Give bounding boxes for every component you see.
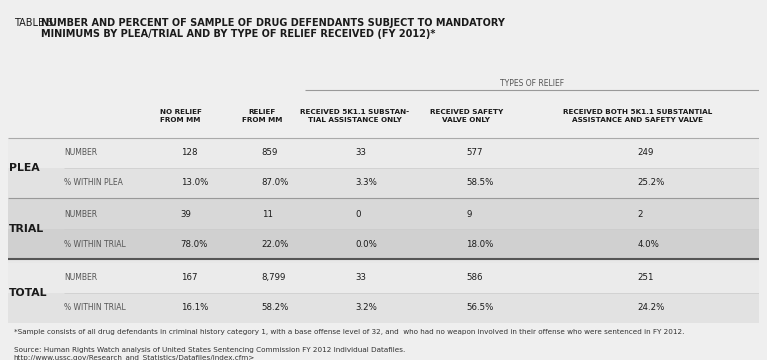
Text: 4.0%: 4.0% — [637, 240, 660, 249]
Text: NUMBER AND PERCENT OF SAMPLE OF DRUG DEFENDANTS SUBJECT TO MANDATORY
MINIMUMS BY: NUMBER AND PERCENT OF SAMPLE OF DRUG DEF… — [41, 18, 505, 39]
Text: 577: 577 — [466, 148, 482, 157]
Text: NUMBER: NUMBER — [64, 273, 97, 282]
Bar — [8, 199, 759, 229]
Text: NO RELIEF
FROM MM: NO RELIEF FROM MM — [160, 109, 202, 123]
Bar — [8, 263, 759, 293]
Text: 18.0%: 18.0% — [466, 240, 493, 249]
Bar — [8, 138, 759, 323]
Text: 3.3%: 3.3% — [355, 178, 377, 187]
Text: TOTAL: TOTAL — [9, 288, 48, 298]
Text: RECEIVED 5K1.1 SUBSTAN-
TIAL ASSISTANCE ONLY: RECEIVED 5K1.1 SUBSTAN- TIAL ASSISTANCE … — [301, 109, 410, 123]
Text: 249: 249 — [637, 148, 654, 157]
Text: % WITHIN TRIAL: % WITHIN TRIAL — [64, 240, 126, 249]
Text: 167: 167 — [180, 273, 197, 282]
Text: Source: Human Rights Watch analysis of United States Sentencing Commission FY 20: Source: Human Rights Watch analysis of U… — [14, 347, 405, 360]
Text: 251: 251 — [637, 273, 654, 282]
Text: 859: 859 — [262, 148, 278, 157]
Text: 0: 0 — [355, 210, 360, 219]
Text: RECEIVED BOTH 5K1.1 SUBSTANTIAL
ASSISTANCE AND SAFETY VALVE: RECEIVED BOTH 5K1.1 SUBSTANTIAL ASSISTAN… — [563, 109, 713, 123]
Text: 58.5%: 58.5% — [466, 178, 493, 187]
Text: 22.0%: 22.0% — [262, 240, 289, 249]
Bar — [8, 138, 759, 152]
Text: 58.2%: 58.2% — [262, 303, 289, 312]
Text: TYPES OF RELIEF: TYPES OF RELIEF — [500, 79, 564, 88]
Text: TRIAL: TRIAL — [9, 224, 44, 234]
Text: RELIEF
FROM MM: RELIEF FROM MM — [242, 109, 282, 123]
Text: 33: 33 — [355, 148, 366, 157]
Text: 16.1%: 16.1% — [180, 303, 208, 312]
Text: 13.0%: 13.0% — [180, 178, 208, 187]
Text: 25.2%: 25.2% — [637, 178, 665, 187]
Text: 87.0%: 87.0% — [262, 178, 289, 187]
Text: *Sample consists of all drug defendants in criminal history category 1, with a b: *Sample consists of all drug defendants … — [14, 329, 684, 335]
Text: 9: 9 — [466, 210, 472, 219]
Text: % WITHIN PLEA: % WITHIN PLEA — [64, 178, 123, 187]
Text: 3.2%: 3.2% — [355, 303, 377, 312]
Text: NUMBER: NUMBER — [64, 210, 97, 219]
Text: 33: 33 — [355, 273, 366, 282]
Text: 78.0%: 78.0% — [180, 240, 208, 249]
Text: 56.5%: 56.5% — [466, 303, 493, 312]
Text: 24.2%: 24.2% — [637, 303, 665, 312]
Text: 586: 586 — [466, 273, 482, 282]
Text: NUMBER: NUMBER — [64, 148, 97, 157]
Bar — [8, 168, 759, 198]
Text: 39: 39 — [180, 210, 192, 219]
Text: 11: 11 — [262, 210, 273, 219]
Bar — [8, 293, 759, 323]
Text: 0.0%: 0.0% — [355, 240, 377, 249]
Text: % WITHIN TRIAL: % WITHIN TRIAL — [64, 303, 126, 312]
Text: 8,799: 8,799 — [262, 273, 286, 282]
Text: 128: 128 — [180, 148, 197, 157]
Bar — [8, 138, 759, 168]
Text: PLEA: PLEA — [9, 163, 40, 173]
Bar — [8, 229, 759, 259]
Text: 2: 2 — [637, 210, 643, 219]
Text: TABLE 5:: TABLE 5: — [14, 18, 60, 28]
Text: RECEIVED SAFETY
VALVE ONLY: RECEIVED SAFETY VALVE ONLY — [430, 109, 503, 123]
